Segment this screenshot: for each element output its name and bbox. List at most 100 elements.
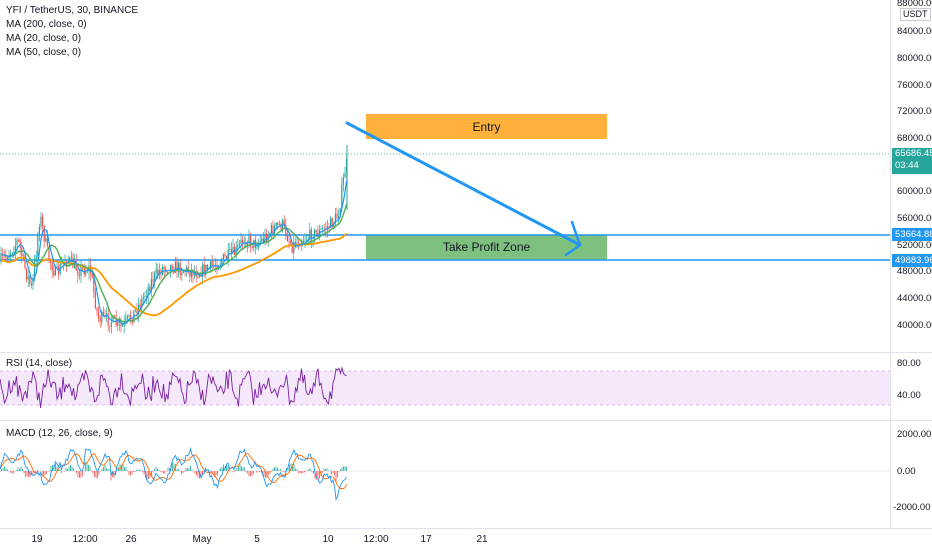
candle[interactable] <box>109 325 111 327</box>
candle[interactable] <box>339 208 341 217</box>
candle[interactable] <box>77 270 79 276</box>
candle[interactable] <box>24 255 26 269</box>
candle[interactable] <box>11 253 13 254</box>
candle[interactable] <box>242 239 244 243</box>
candle[interactable] <box>176 261 178 273</box>
candle[interactable] <box>74 261 76 268</box>
candle[interactable] <box>51 262 53 271</box>
candle[interactable] <box>99 318 101 322</box>
entry-zone[interactable] <box>366 114 607 139</box>
candle[interactable] <box>10 253 12 256</box>
macd-signal-line[interactable] <box>0 453 347 489</box>
candle[interactable] <box>288 241 290 242</box>
rsi-line[interactable] <box>0 366 347 408</box>
candle[interactable] <box>149 286 151 292</box>
candle[interactable] <box>171 264 173 272</box>
candle[interactable] <box>45 238 47 242</box>
candle[interactable] <box>182 271 184 274</box>
candle[interactable] <box>227 249 229 260</box>
candle[interactable] <box>309 229 311 239</box>
candle[interactable] <box>141 298 143 308</box>
candle[interactable] <box>136 309 138 314</box>
candle[interactable] <box>56 266 58 268</box>
candle[interactable] <box>219 264 221 267</box>
candle[interactable] <box>275 222 277 227</box>
candle[interactable] <box>328 226 330 228</box>
candle[interactable] <box>120 322 122 327</box>
candle[interactable] <box>334 213 336 224</box>
candle[interactable] <box>285 224 287 236</box>
candle[interactable] <box>32 278 34 286</box>
candle[interactable] <box>314 229 316 241</box>
candle[interactable] <box>283 220 285 225</box>
candle[interactable] <box>75 261 77 271</box>
candle[interactable] <box>69 257 71 262</box>
candle[interactable] <box>40 216 42 227</box>
candle[interactable] <box>14 244 16 253</box>
candle[interactable] <box>197 277 199 278</box>
candle[interactable] <box>174 261 176 273</box>
candle[interactable] <box>96 307 98 312</box>
candle[interactable] <box>330 218 332 228</box>
ma20-legend[interactable]: MA (20, close, 0) <box>6 33 82 44</box>
candle[interactable] <box>170 264 172 273</box>
candle[interactable] <box>150 278 152 292</box>
candle[interactable] <box>190 269 192 277</box>
candle[interactable] <box>166 271 168 273</box>
candle[interactable] <box>3 255 5 257</box>
ma50-line[interactable] <box>0 203 348 324</box>
candle[interactable] <box>304 240 306 242</box>
candle[interactable] <box>315 229 317 233</box>
candle[interactable] <box>342 177 344 185</box>
candle[interactable] <box>142 297 144 299</box>
candle[interactable] <box>85 270 87 275</box>
candle[interactable] <box>38 226 40 236</box>
candle[interactable] <box>306 239 308 241</box>
candle[interactable] <box>221 260 223 265</box>
candle[interactable] <box>237 245 239 248</box>
candle[interactable] <box>277 222 279 225</box>
candle[interactable] <box>262 238 264 242</box>
candle[interactable] <box>189 272 191 277</box>
candle[interactable] <box>256 247 258 249</box>
candle[interactable] <box>122 325 124 327</box>
candle[interactable] <box>272 225 274 235</box>
candle[interactable] <box>210 261 212 269</box>
candle[interactable] <box>163 266 165 269</box>
candle[interactable] <box>18 239 20 241</box>
candle[interactable] <box>251 246 253 248</box>
macd-line[interactable] <box>0 447 347 501</box>
candle[interactable] <box>181 273 183 276</box>
candle[interactable] <box>83 267 85 275</box>
candle[interactable] <box>106 313 108 316</box>
candle[interactable] <box>173 271 175 273</box>
candle[interactable] <box>293 241 295 253</box>
candle[interactable] <box>155 269 157 273</box>
candle[interactable] <box>138 304 140 314</box>
candle[interactable] <box>29 276 31 284</box>
candle[interactable] <box>91 273 93 278</box>
candle[interactable] <box>0 254 2 262</box>
candle[interactable] <box>320 228 322 230</box>
candle[interactable] <box>307 238 309 240</box>
candle[interactable] <box>35 255 37 262</box>
candle[interactable] <box>34 261 36 279</box>
candle[interactable] <box>331 218 333 228</box>
candle[interactable] <box>224 253 226 257</box>
candle[interactable] <box>147 286 149 297</box>
candle[interactable] <box>146 296 148 297</box>
candle[interactable] <box>286 235 288 242</box>
candle[interactable] <box>178 262 180 273</box>
candle[interactable] <box>114 315 116 318</box>
candle[interactable] <box>139 304 141 308</box>
candle[interactable] <box>317 232 319 237</box>
candle[interactable] <box>322 228 324 230</box>
candle[interactable] <box>125 318 127 322</box>
candle[interactable] <box>43 225 45 242</box>
candle[interactable] <box>37 235 39 256</box>
candle[interactable] <box>54 266 56 276</box>
candle[interactable] <box>344 172 346 178</box>
candle[interactable] <box>246 243 248 246</box>
